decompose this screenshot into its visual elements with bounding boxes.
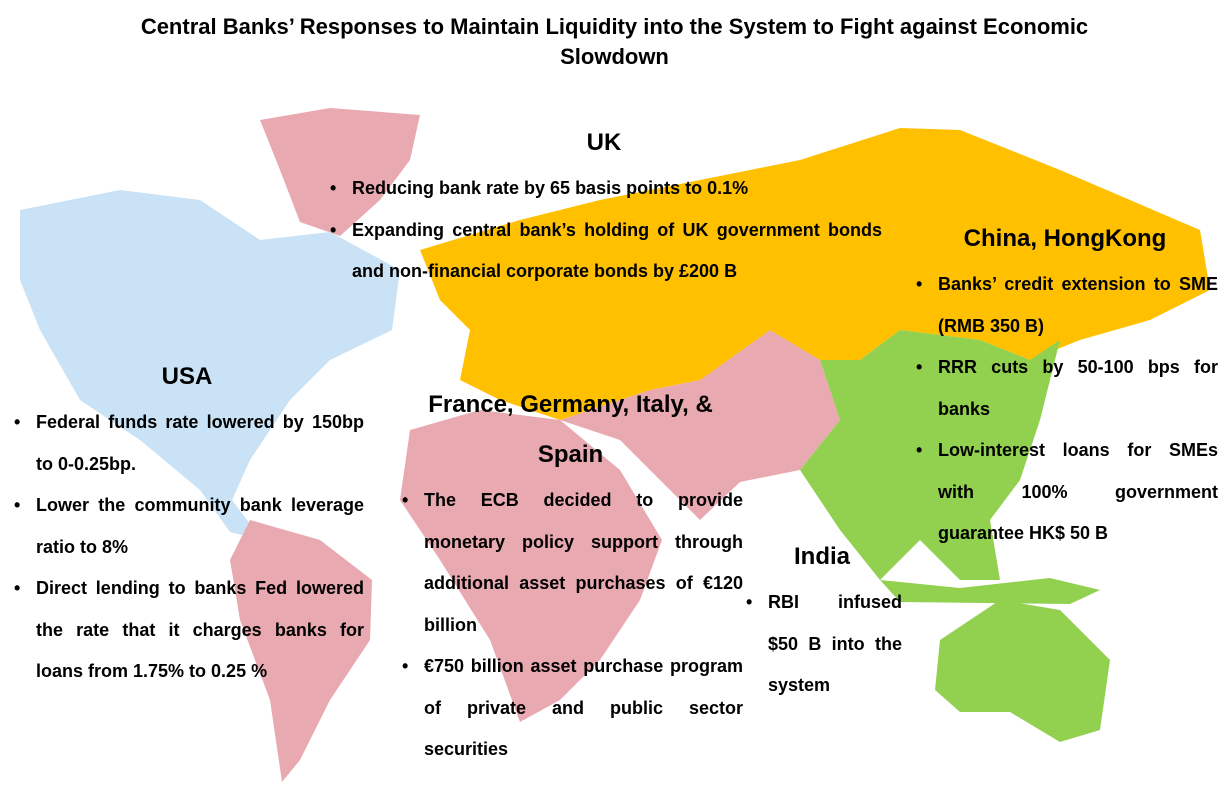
region-name: India — [793, 543, 850, 570]
bullet-list: RBI infused $50 B into the system — [742, 582, 902, 707]
region-name: China, HongKong — [963, 225, 1167, 252]
bullet-list: Reducing bank rate by 65 basis points to… — [326, 168, 882, 293]
bullet: RBI infused $50 B into the system — [742, 582, 902, 707]
bullet: Low-interest loans for SMEs with 100% go… — [912, 430, 1218, 555]
region-india: India RBI infused $50 B into the system — [742, 532, 902, 707]
bullet-list: Federal funds rate lowered by 150bp to 0… — [10, 402, 364, 693]
region-name: USA — [161, 363, 213, 390]
title: Central Banks’ Responses to Maintain Liq… — [140, 14, 1089, 69]
region-name: France, Germany, Italy, & Spain — [428, 391, 713, 468]
middle-east — [560, 330, 840, 520]
bullet: Lower the community bank leverage ratio … — [10, 485, 364, 568]
bullet: Expanding central bank’s holding of UK g… — [326, 210, 882, 293]
bullet: RRR cuts by 50-100 bps for banks — [912, 347, 1218, 430]
bullet: Direct lending to banks Fed lowered the … — [10, 568, 364, 693]
region-china: China, HongKong Banks’ credit extension t… — [912, 214, 1218, 555]
bullet: The ECB decided to provide monetary poli… — [398, 480, 743, 646]
north-america — [20, 190, 400, 540]
bullet: €750 billion asset purchase program of p… — [398, 646, 743, 771]
region-uk: UK Reducing bank rate by 65 basis points … — [326, 118, 882, 293]
region-usa: USA Federal funds rate lowered by 150bp t… — [10, 352, 364, 693]
bullet-list: Banks’ credit extension to SME (RMB 350 … — [912, 264, 1218, 555]
region-europe: France, Germany, Italy, & Spain The ECB d… — [398, 380, 743, 771]
bullet: Banks’ credit extension to SME (RMB 350 … — [912, 264, 1218, 347]
bullet: Reducing bank rate by 65 basis points to… — [326, 168, 882, 210]
bullet: Federal funds rate lowered by 150bp to 0… — [10, 402, 364, 485]
bullet-list: The ECB decided to provide monetary poli… — [398, 480, 743, 771]
indonesia — [880, 578, 1100, 604]
region-name: UK — [586, 129, 622, 156]
australia — [935, 600, 1110, 742]
